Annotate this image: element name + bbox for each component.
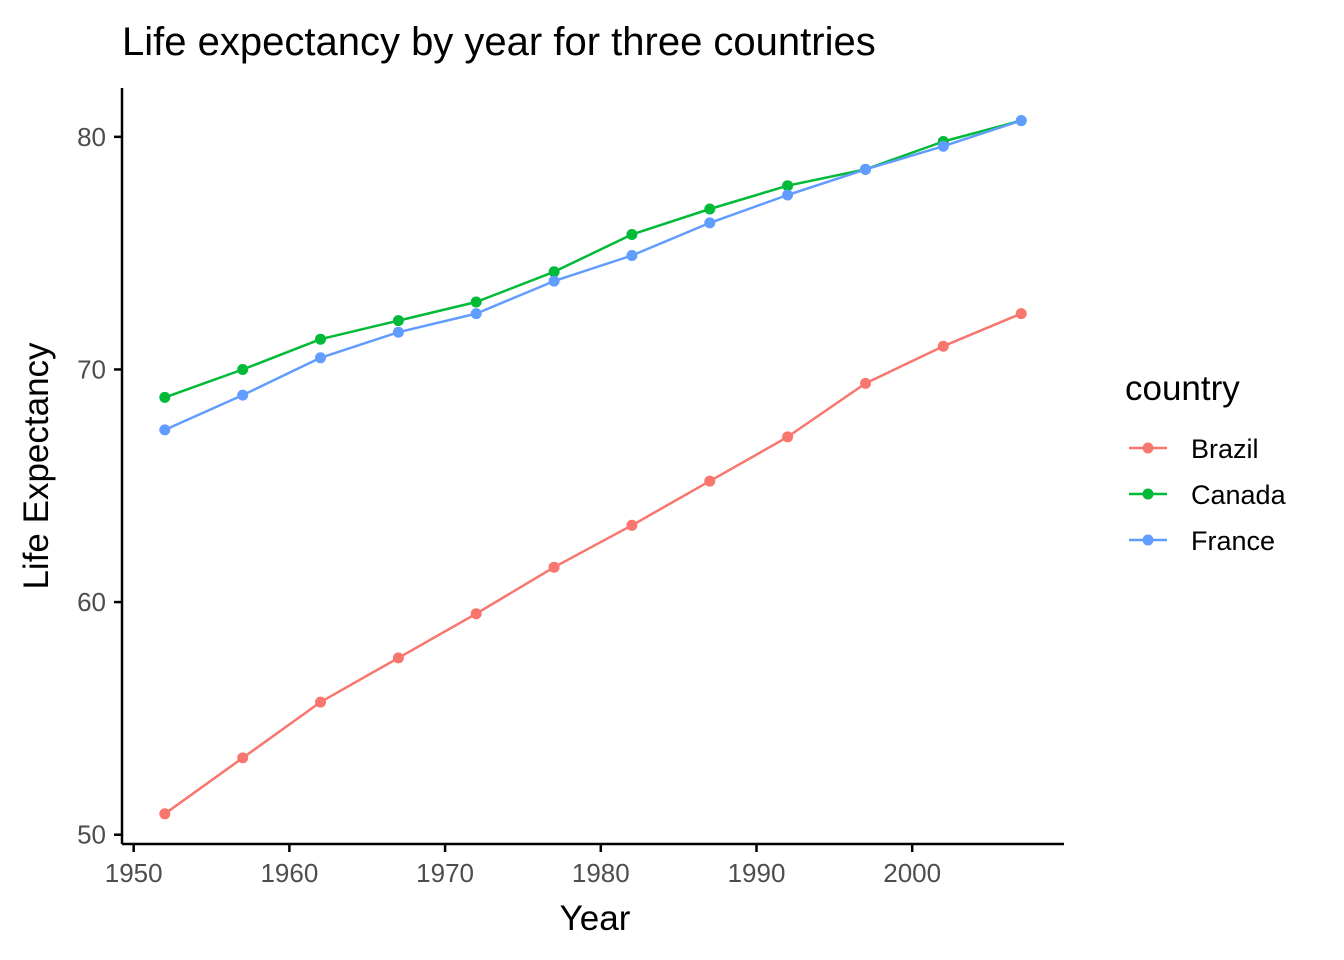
data-point-france xyxy=(782,189,794,201)
data-point-canada xyxy=(782,180,794,192)
x-tick-label: 1980 xyxy=(572,858,630,888)
data-point-france xyxy=(237,389,249,401)
data-point-canada xyxy=(315,333,326,345)
y-axis-title: Life Expectancy xyxy=(17,342,56,590)
legend-item-canada: Canada xyxy=(1129,480,1287,510)
data-point-brazil xyxy=(392,652,404,664)
legend-item-france: France xyxy=(1129,526,1275,556)
legend-marker-brazil xyxy=(1142,442,1154,454)
series-canada xyxy=(159,115,1027,403)
x-ticks: 1950 1960 1970 1980 1990 2000 xyxy=(105,844,941,888)
axes: 50 60 70 80 1950 1960 1970 1980 1990 2000 xyxy=(77,88,1064,888)
data-point-canada xyxy=(626,229,638,240)
legend-items: Brazil Canada France xyxy=(1129,434,1287,556)
x-axis-title: Year xyxy=(560,899,631,938)
data-point-brazil xyxy=(470,608,482,620)
series-france xyxy=(159,115,1027,436)
chart-title: Life expectancy by year for three countr… xyxy=(122,20,876,64)
y-ticks: 50 60 70 80 xyxy=(77,122,122,850)
x-tick-label: 1960 xyxy=(260,858,318,888)
data-point-brazil xyxy=(626,519,638,531)
y-tick-label: 80 xyxy=(77,122,106,152)
y-tick-label: 50 xyxy=(77,820,106,850)
data-point-france xyxy=(860,163,871,175)
data-point-france xyxy=(548,275,560,287)
data-point-france xyxy=(470,308,482,320)
data-point-brazil xyxy=(782,431,794,443)
x-tick-label: 1970 xyxy=(416,858,474,888)
data-point-brazil xyxy=(704,475,716,487)
data-point-brazil xyxy=(315,696,326,708)
x-tick-label: 2000 xyxy=(883,858,941,888)
data-point-france xyxy=(159,424,171,436)
data-point-brazil xyxy=(237,752,249,764)
legend-label-canada: Canada xyxy=(1191,480,1287,510)
data-point-canada xyxy=(704,203,716,215)
data-point-france xyxy=(1015,115,1027,127)
data-point-france xyxy=(626,250,638,261)
data-point-canada xyxy=(159,391,171,403)
legend-marker-france xyxy=(1142,534,1154,546)
data-point-canada xyxy=(548,266,560,278)
data-point-france xyxy=(315,352,326,364)
series-layer xyxy=(159,115,1027,820)
legend-item-brazil: Brazil xyxy=(1129,434,1259,464)
series-line-france xyxy=(164,119,1022,432)
x-tick-label: 1990 xyxy=(728,858,786,888)
data-point-brazil xyxy=(159,808,171,820)
series-brazil xyxy=(159,308,1027,820)
legend: country Brazil Canada France xyxy=(1125,369,1287,556)
data-point-brazil xyxy=(548,561,560,573)
y-tick-label: 70 xyxy=(77,354,106,384)
data-point-canada xyxy=(237,364,249,375)
y-tick-label: 60 xyxy=(77,587,106,617)
data-point-france xyxy=(704,217,716,229)
legend-marker-canada xyxy=(1142,488,1154,500)
legend-label-brazil: Brazil xyxy=(1191,434,1259,464)
data-point-canada xyxy=(392,315,404,327)
data-point-brazil xyxy=(1015,308,1027,320)
x-tick-label: 1950 xyxy=(105,858,163,888)
data-point-france xyxy=(392,326,404,338)
data-point-brazil xyxy=(937,340,949,352)
legend-label-france: France xyxy=(1191,526,1275,556)
data-point-canada xyxy=(470,296,482,308)
data-point-france xyxy=(937,140,949,152)
legend-title: country xyxy=(1125,369,1240,408)
series-line-brazil xyxy=(164,312,1022,815)
data-point-brazil xyxy=(860,377,871,389)
